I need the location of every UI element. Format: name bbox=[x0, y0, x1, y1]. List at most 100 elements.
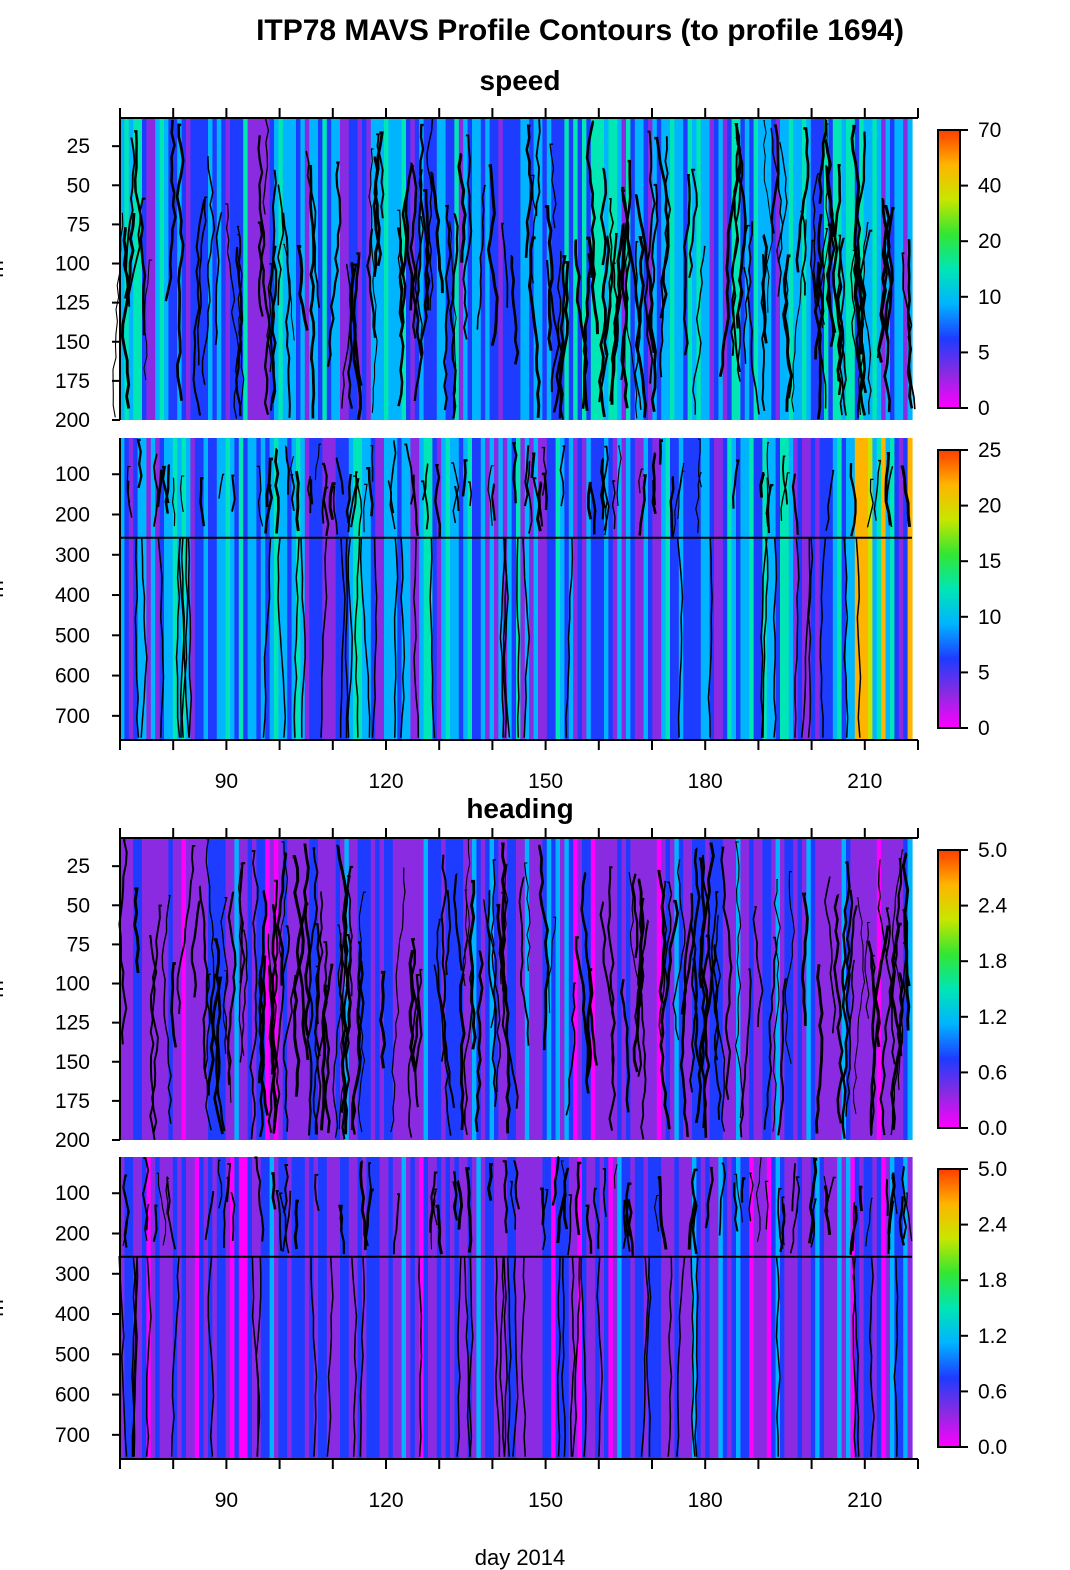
heatmap-cell bbox=[634, 838, 640, 1140]
heatmap-cell bbox=[208, 438, 213, 740]
heatmap-cell bbox=[599, 118, 605, 420]
contour-line bbox=[513, 1160, 521, 1210]
heatmap-cell bbox=[212, 838, 218, 1140]
contour-line bbox=[759, 472, 765, 498]
heatmap-cell bbox=[810, 1157, 816, 1459]
contour-line bbox=[748, 1172, 754, 1222]
heatmap-cell bbox=[181, 438, 187, 740]
contour-line bbox=[429, 536, 436, 738]
colorbar-tick-label: 1.8 bbox=[978, 1269, 1007, 1292]
contour-line bbox=[585, 120, 596, 279]
contour-line bbox=[781, 455, 788, 505]
heatmap-cell bbox=[656, 118, 662, 420]
contour-line bbox=[170, 1255, 181, 1457]
heatmap-cell bbox=[648, 1157, 653, 1459]
contour-line bbox=[449, 221, 457, 414]
contour-line bbox=[309, 165, 316, 419]
contour-line bbox=[613, 1164, 618, 1189]
heatmap-cell bbox=[467, 118, 473, 420]
contour-line bbox=[468, 879, 477, 1050]
contour-line bbox=[226, 891, 237, 1085]
heatmap-cell bbox=[714, 1157, 719, 1459]
heatmap-cell bbox=[696, 1157, 702, 1459]
heatmap-cell bbox=[370, 118, 376, 420]
contour-line bbox=[510, 255, 520, 365]
contour-line bbox=[551, 1156, 560, 1206]
contour-line bbox=[347, 536, 353, 738]
contour-line bbox=[486, 164, 499, 347]
contour-line bbox=[672, 463, 685, 536]
heatmap-cell bbox=[824, 1157, 829, 1459]
heatmap-cell bbox=[604, 438, 609, 740]
heatmap-cell bbox=[634, 438, 640, 740]
heatmap-cell bbox=[551, 118, 557, 420]
heatmap-cell bbox=[476, 118, 482, 420]
contour-line bbox=[305, 150, 321, 308]
contour-line bbox=[164, 464, 170, 514]
heatmap-cell bbox=[467, 438, 473, 740]
heatmap-cell bbox=[524, 118, 530, 420]
heatmap-cell bbox=[564, 1157, 570, 1459]
heatmap-cell bbox=[670, 118, 675, 420]
contour-line bbox=[462, 889, 468, 987]
heatmap-cell bbox=[252, 438, 257, 740]
contour-line bbox=[512, 1255, 519, 1457]
contour-line bbox=[467, 481, 473, 507]
heatmap-cell bbox=[736, 118, 741, 420]
colorbar-tick-label: 20 bbox=[978, 495, 1001, 518]
contour-line bbox=[140, 536, 148, 738]
contour-line bbox=[161, 895, 172, 1124]
contour-line bbox=[734, 1173, 743, 1223]
contour-line bbox=[763, 936, 778, 1130]
contour-line bbox=[332, 933, 346, 1138]
heatmap-cell bbox=[758, 438, 763, 740]
heatmap-cell bbox=[736, 438, 741, 740]
contour-line bbox=[680, 893, 694, 1015]
heatmap-cell bbox=[137, 118, 143, 420]
colorbar-tick-label: 0 bbox=[978, 397, 990, 420]
contour-line bbox=[277, 184, 285, 306]
contour-line bbox=[586, 481, 593, 520]
heatmap-cell bbox=[784, 438, 790, 740]
heatmap-cell bbox=[458, 1157, 464, 1459]
heatmap-cell bbox=[674, 1157, 680, 1459]
heatmap-cell bbox=[392, 838, 398, 1140]
heatmap-cell bbox=[172, 118, 178, 420]
contour-line bbox=[883, 206, 895, 413]
contour-line bbox=[156, 536, 165, 738]
y-tick-label: 175 bbox=[55, 1090, 90, 1113]
contour-line bbox=[571, 1255, 581, 1457]
contour-line bbox=[682, 173, 691, 356]
heatmap-cell bbox=[850, 1157, 856, 1459]
contour-line bbox=[770, 127, 784, 297]
contour-line bbox=[144, 1204, 150, 1241]
contour-line bbox=[542, 1189, 549, 1250]
heatmap-cell bbox=[841, 1157, 847, 1459]
heatmap-cell bbox=[590, 1157, 596, 1459]
contour-line bbox=[180, 475, 185, 513]
heatmap-cell bbox=[907, 1157, 913, 1459]
y-tick-label: 400 bbox=[55, 584, 90, 607]
heatmap-cell bbox=[762, 438, 768, 740]
heatmap-cell bbox=[766, 118, 772, 420]
heatmap-cell bbox=[282, 438, 288, 740]
contour-line bbox=[647, 183, 659, 354]
heatmap-cell bbox=[626, 838, 631, 1140]
heatmap-cell bbox=[586, 118, 592, 420]
heatmap-cell bbox=[546, 1157, 552, 1459]
contour-line bbox=[739, 968, 752, 1138]
contour-line bbox=[196, 196, 208, 366]
heatmap-cell bbox=[516, 118, 521, 420]
contour-line bbox=[231, 474, 236, 512]
heatmap-cell bbox=[269, 1157, 275, 1459]
y-tick-label: 50 bbox=[67, 174, 90, 197]
heatmap-cell bbox=[375, 118, 381, 420]
heatmap-cell bbox=[714, 438, 719, 740]
heatmap-cell bbox=[639, 438, 645, 740]
y-tick-label: 100 bbox=[55, 253, 90, 276]
heatmap-cell bbox=[832, 1157, 838, 1459]
x-tick-label: 90 bbox=[215, 1489, 238, 1512]
heatmap-cell bbox=[300, 1157, 306, 1459]
heatmap-cell bbox=[674, 118, 680, 420]
heatmap-cell bbox=[177, 1157, 183, 1459]
